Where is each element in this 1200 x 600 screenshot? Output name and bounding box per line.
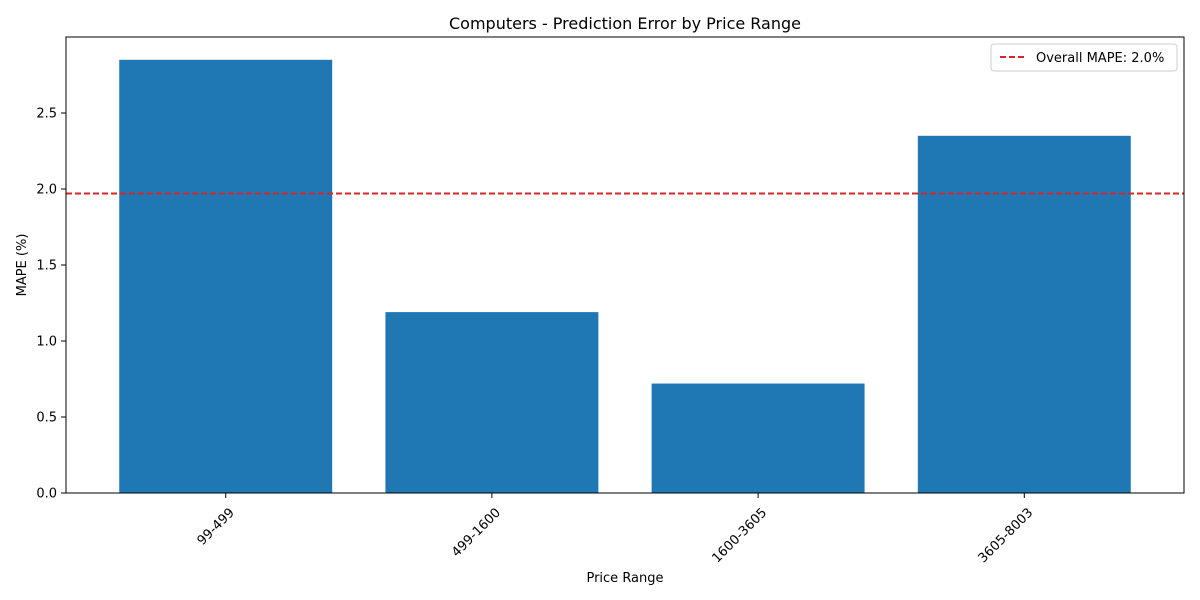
y-tick-label: 0.0: [36, 487, 57, 502]
legend: Overall MAPE: 2.0%: [990, 43, 1178, 72]
y-tick-label: 1.5: [36, 259, 57, 274]
y-tick-label: 2.0: [36, 183, 57, 198]
y-axis: 0.0 0.5 1.0 1.5 2.0 2.5: [36, 107, 66, 502]
bar-3605-8003: [917, 135, 1131, 494]
y-tick-label: 0.5: [36, 411, 57, 426]
bar-499-1600: [385, 312, 599, 493]
bars-group: [119, 59, 1131, 494]
bar-1600-3605: [651, 383, 865, 493]
legend-box: [990, 43, 1178, 72]
y-axis-label: MAPE (%): [15, 234, 30, 297]
y-tick-label: 2.5: [36, 107, 57, 122]
legend-entry-label: Overall MAPE: 2.0%: [1036, 51, 1164, 66]
bar-99-499: [119, 59, 333, 494]
x-axis-label: Price Range: [586, 571, 663, 586]
y-tick-label: 1.0: [36, 335, 57, 350]
chart-title: Computers - Prediction Error by Price Ra…: [449, 14, 801, 33]
